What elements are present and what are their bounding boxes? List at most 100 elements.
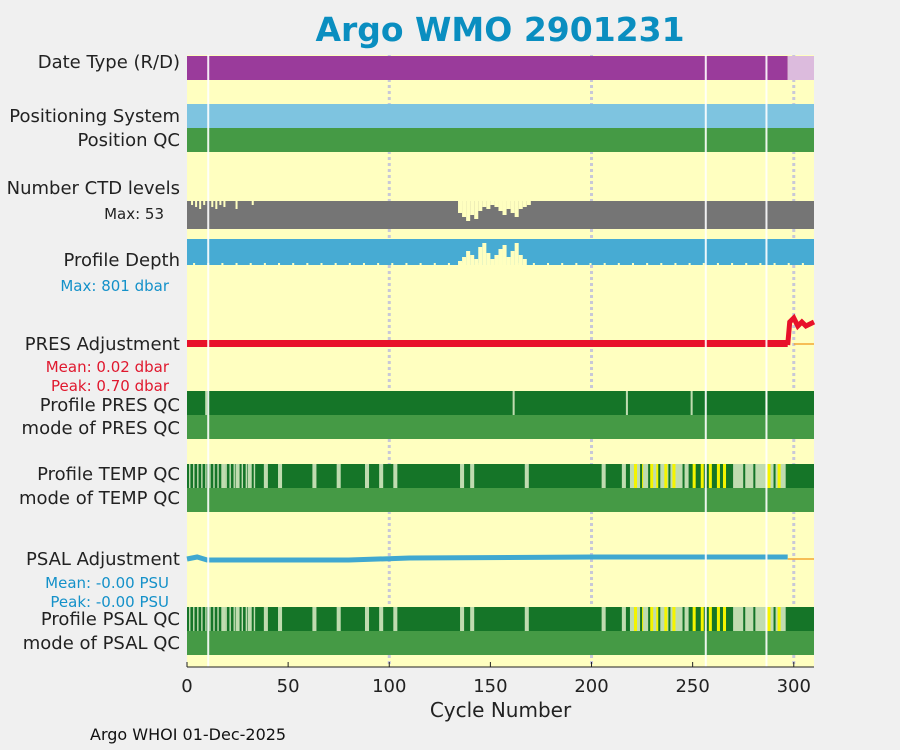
mode-temp-qc-band bbox=[187, 488, 814, 512]
profile-depth-dip bbox=[458, 261, 463, 265]
profile-psal-qc-stripe-dark bbox=[753, 607, 756, 631]
data-gap-line bbox=[207, 55, 210, 667]
profile-depth-dip bbox=[518, 255, 523, 265]
profile-psal-qc-stripe bbox=[312, 607, 317, 631]
plot-background bbox=[187, 55, 814, 667]
profile-psal-qc-yellow bbox=[722, 607, 727, 631]
label-position-qc: Position QC bbox=[77, 130, 180, 151]
profile-temp-qc-stripe bbox=[460, 464, 465, 488]
ctd-levels-notch bbox=[203, 201, 206, 205]
label-mode-temp-qc: mode of TEMP QC bbox=[18, 488, 180, 509]
profile-psal-qc-stripe bbox=[241, 607, 244, 631]
profile-psal-qc-stripe-dark bbox=[743, 607, 746, 631]
label-psal-peak: Peak: -0.00 PSU bbox=[50, 593, 169, 611]
x-tick-label: 250 bbox=[675, 676, 710, 697]
pres-adjustment-line bbox=[187, 340, 788, 347]
ctd-levels-notch bbox=[195, 201, 198, 207]
profile-psal-qc-stripe bbox=[601, 607, 606, 631]
profile-depth-notch bbox=[801, 263, 804, 265]
profile-psal-qc-stripe bbox=[460, 607, 465, 631]
profile-temp-qc-stripe bbox=[470, 464, 475, 488]
data-gap-line bbox=[765, 55, 768, 667]
profile-psal-qc-stripe bbox=[621, 607, 626, 631]
profile-temp-qc-stripe bbox=[233, 464, 235, 488]
profile-psal-qc-stripe bbox=[253, 607, 256, 631]
profile-temp-qc-stripe bbox=[278, 464, 283, 488]
ctd-levels-notch bbox=[199, 201, 202, 209]
profile-psal-qc-stripe bbox=[233, 607, 235, 631]
label-psal-mean: Mean: -0.00 PSU bbox=[45, 574, 169, 592]
profile-temp-qc-stripe bbox=[213, 464, 215, 488]
profile-temp-qc-stripe-dark bbox=[682, 464, 685, 488]
profile-depth-dip bbox=[514, 243, 519, 265]
profile-temp-qc-stripe bbox=[621, 464, 626, 488]
profile-temp-qc-stripe bbox=[197, 464, 199, 488]
profile-temp-qc-yellow bbox=[708, 464, 712, 488]
profile-depth-dip bbox=[522, 259, 527, 265]
profile-depth-notch bbox=[377, 263, 380, 265]
profile-temp-qc-yellow bbox=[722, 464, 727, 488]
profile-depth-notch bbox=[221, 263, 224, 265]
profile-depth-dip bbox=[490, 259, 495, 265]
profile-psal-qc-yellow bbox=[700, 607, 704, 631]
profile-temp-qc-stripe bbox=[221, 464, 226, 488]
x-tick-label: 100 bbox=[372, 676, 407, 697]
label-pres-adjustment: PRES Adjustment bbox=[24, 334, 180, 355]
profile-depth-notch bbox=[759, 263, 762, 265]
profile-depth-notch bbox=[617, 263, 620, 265]
profile-temp-qc-stripe-dark bbox=[648, 464, 651, 488]
profile-depth-dip bbox=[498, 249, 503, 265]
ctd-levels-notch bbox=[215, 201, 218, 209]
mode-pres-qc-band bbox=[187, 415, 814, 439]
profile-psal-qc-stripe bbox=[229, 607, 231, 631]
x-tick-label: 50 bbox=[276, 676, 300, 697]
profile-pres-qc-stripe bbox=[512, 391, 515, 415]
profile-psal-qc-stripe bbox=[278, 607, 283, 631]
profile-psal-qc-stripe bbox=[197, 607, 199, 631]
profile-temp-qc-yellow bbox=[767, 464, 771, 488]
profile-temp-qc-stripe bbox=[193, 464, 195, 488]
profile-psal-qc-stripe bbox=[470, 607, 475, 631]
profile-depth-notch bbox=[731, 263, 734, 265]
profile-depth-dip bbox=[486, 253, 491, 265]
profile-temp-qc-light-range bbox=[733, 464, 786, 488]
ctd-levels-dip bbox=[466, 201, 471, 221]
profile-psal-qc-stripe bbox=[189, 607, 191, 631]
ctd-levels-dip bbox=[478, 201, 483, 211]
profile-psal-qc-yellow bbox=[777, 607, 781, 631]
profile-temp-qc-stripe bbox=[225, 464, 227, 488]
ctd-levels-notch bbox=[211, 201, 214, 207]
profile-psal-qc-stripe bbox=[393, 607, 398, 631]
profile-depth-notch bbox=[419, 263, 422, 265]
ctd-levels-dip bbox=[514, 201, 519, 217]
profile-temp-qc-yellow bbox=[672, 464, 676, 488]
profile-temp-qc-stripe-dark bbox=[696, 464, 699, 488]
profile-psal-qc-stripe-dark bbox=[640, 607, 643, 631]
profile-depth-notch bbox=[476, 263, 479, 265]
profile-depth-dip bbox=[510, 251, 515, 265]
label-ctd-max: Max: 53 bbox=[104, 205, 164, 223]
profile-depth-notch bbox=[547, 263, 550, 265]
profile-pres-qc-stripe bbox=[205, 391, 208, 415]
profile-psal-qc-stripe-dark bbox=[682, 607, 685, 631]
positioning-system-band bbox=[187, 104, 814, 128]
profile-psal-qc-stripe bbox=[209, 607, 211, 631]
profile-psal-qc-stripe bbox=[263, 607, 268, 631]
profile-psal-qc-stripe bbox=[245, 607, 248, 631]
profile-psal-qc-stripe-dark bbox=[773, 607, 776, 631]
ctd-levels-dip bbox=[470, 201, 475, 215]
profile-temp-qc-stripe-dark bbox=[658, 464, 661, 488]
profile-depth-notch bbox=[306, 263, 309, 265]
label-date-type: Date Type (R/D) bbox=[37, 52, 180, 73]
x-axis-label: Cycle Number bbox=[429, 698, 572, 722]
ctd-levels-dip bbox=[494, 201, 499, 207]
profile-depth-dip bbox=[494, 255, 499, 265]
label-pres-mean: Mean: 0.02 dbar bbox=[45, 358, 169, 376]
profile-temp-qc-stripe bbox=[229, 464, 231, 488]
profile-psal-qc-stripe bbox=[524, 607, 529, 631]
profile-depth-notch bbox=[278, 263, 281, 265]
profile-temp-qc-stripe bbox=[189, 464, 191, 488]
profile-depth-notch bbox=[447, 263, 450, 265]
date-type-delayed-band bbox=[787, 56, 814, 80]
